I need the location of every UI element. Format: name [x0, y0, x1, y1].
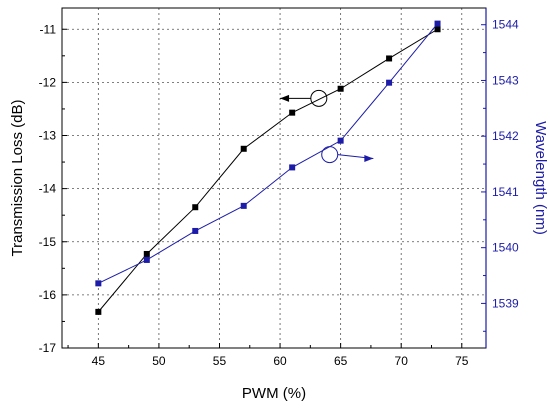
- plot-frame: [61, 7, 487, 349]
- data-point-left: [240, 145, 247, 152]
- right-y-tick-label: 1544: [492, 18, 519, 32]
- series-layer: [95, 20, 441, 315]
- right-y-axis-title: Wavelength (nm): [532, 121, 549, 235]
- x-tick-label: 55: [213, 354, 227, 368]
- data-point-left: [143, 250, 150, 257]
- left-y-axis-title: Transmission Loss (dB): [9, 100, 26, 257]
- left-y-tick-label: -16: [39, 288, 57, 302]
- grid-lines: [62, 8, 486, 348]
- x-tick-label: 45: [92, 354, 106, 368]
- left-y-tick-label: -17: [39, 341, 57, 355]
- left-y-axis: -17 -16 -15 -14 -13 -12 -11: [39, 22, 67, 355]
- annotations: [280, 89, 374, 164]
- data-point-left: [434, 26, 441, 33]
- x-tick-label: 50: [152, 354, 166, 368]
- annotation-arrowhead-left: [280, 94, 290, 102]
- data-point-right: [143, 256, 150, 263]
- data-point-right: [95, 280, 102, 287]
- right-y-tick-label: 1539: [492, 296, 519, 310]
- series-line-right: [98, 23, 438, 284]
- left-y-tick-label: -15: [39, 235, 57, 249]
- data-point-right: [386, 79, 393, 86]
- right-y-tick-label: 1540: [492, 241, 519, 255]
- data-point-right: [240, 202, 247, 209]
- data-point-right: [192, 227, 199, 234]
- left-y-tick-label: -14: [39, 182, 57, 196]
- right-y-tick-label: 1542: [492, 129, 519, 143]
- data-point-left: [337, 85, 344, 92]
- x-axis-title: PWM (%): [242, 385, 306, 402]
- data-point-left: [289, 109, 296, 116]
- data-point-left: [95, 308, 102, 315]
- data-point-right: [434, 20, 441, 27]
- data-point-left: [192, 204, 199, 211]
- left-y-tick-label: -11: [40, 22, 57, 36]
- right-y-tick-label: 1541: [492, 185, 519, 199]
- left-y-tick-label: -13: [39, 129, 57, 143]
- right-y-axis: 1539 1540 1541 1542 1543 1544: [481, 18, 519, 332]
- data-point-right: [337, 137, 344, 144]
- right-y-tick-label: 1543: [492, 73, 519, 87]
- x-tick-label: 65: [334, 354, 348, 368]
- x-tick-label: 75: [455, 354, 469, 368]
- series-line-left: [97, 28, 438, 313]
- x-axis: 45 50 55 60 65 70 75: [67, 343, 469, 368]
- x-tick-label: 70: [395, 354, 409, 368]
- annotation-circle-left: [310, 89, 328, 107]
- x-tick-label: 60: [273, 354, 287, 368]
- data-point-right: [289, 164, 296, 171]
- annotation-circle-right: [321, 146, 339, 164]
- left-y-tick-label: -12: [39, 75, 57, 89]
- data-point-left: [386, 55, 393, 62]
- annotation-arrowhead-right: [364, 154, 374, 162]
